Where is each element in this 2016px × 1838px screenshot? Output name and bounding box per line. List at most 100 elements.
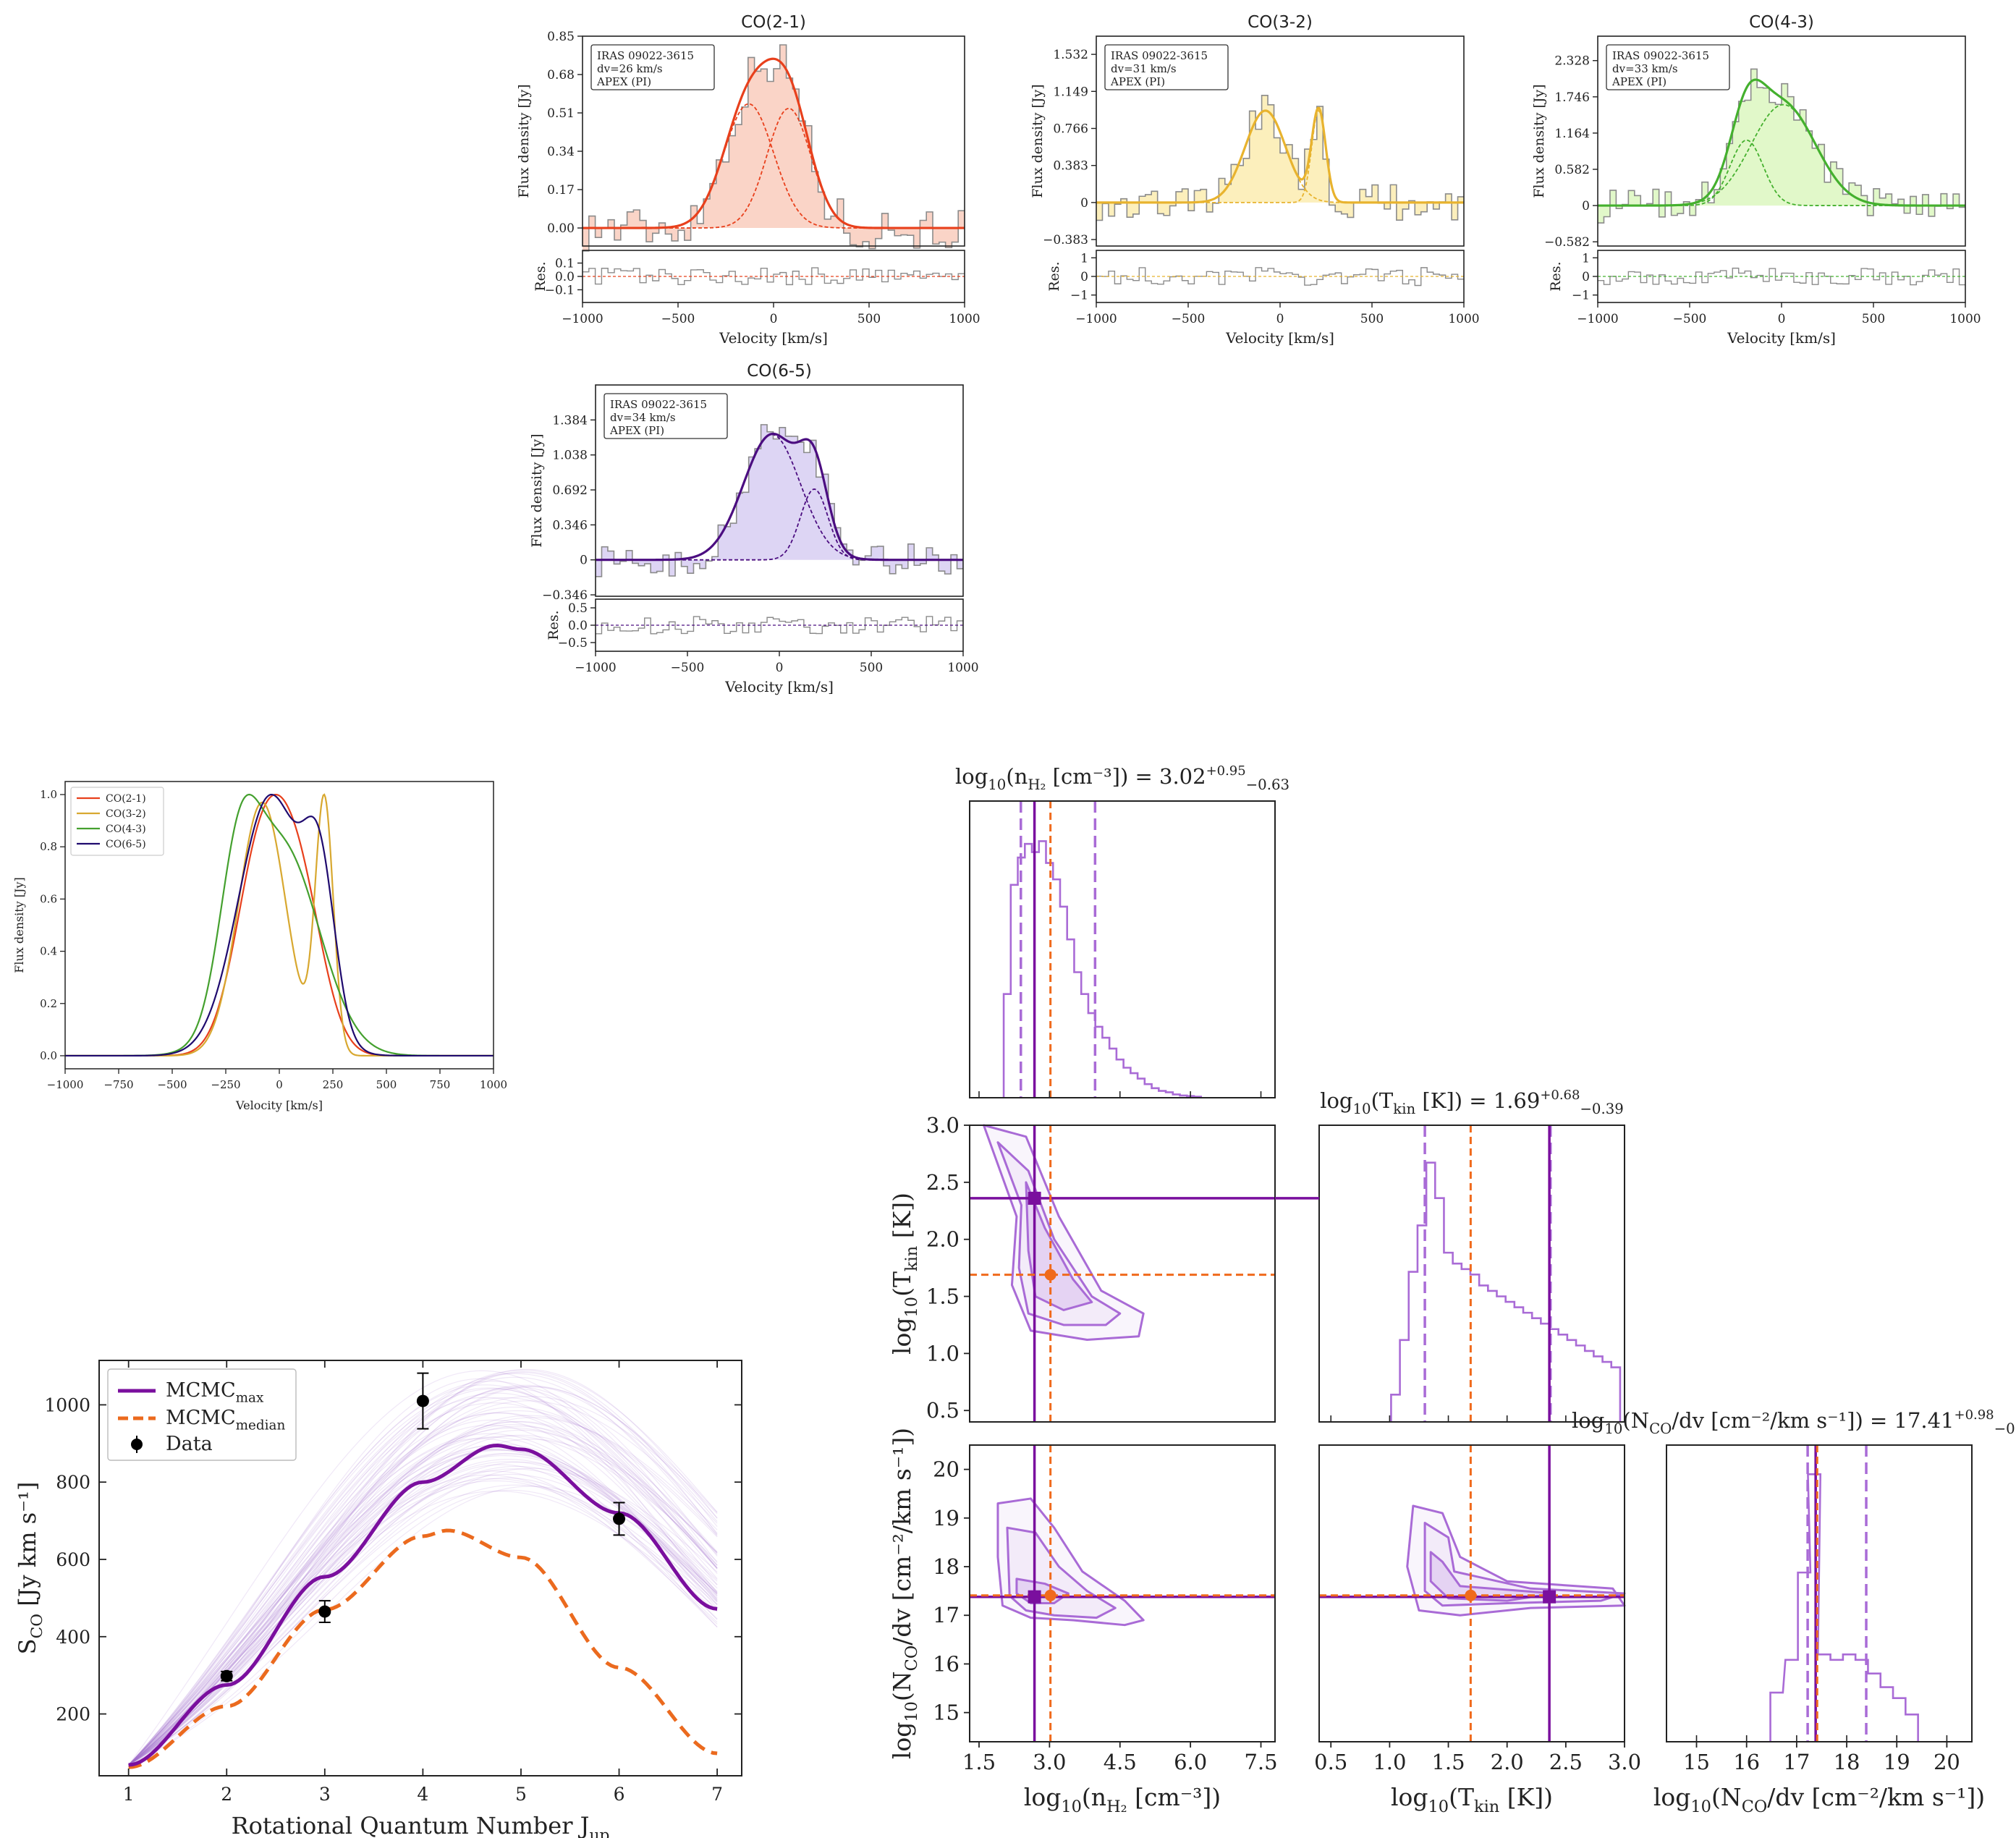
- label-part: 10: [902, 1701, 921, 1722]
- corner-frame: [1318, 1444, 1625, 1742]
- y-tick-label: 1.164: [1554, 127, 1590, 141]
- data-point: [318, 1605, 331, 1618]
- spectrum-panel-1: −0.383 0 0.383 0.766 1.149 1.532 CO(3-2) Flux d…: [1030, 13, 1480, 347]
- corner-title-2: log10(NCO/dv [cm⁻²/km s⁻¹]) = 17.41+0.98…: [1572, 1407, 2016, 1437]
- x-tick-label: 0: [770, 312, 778, 326]
- y-tick-label: 0: [1582, 199, 1590, 213]
- res-tick-label: 0: [1080, 270, 1088, 284]
- label-part: [Jy km s⁻¹]: [14, 1482, 41, 1614]
- label-part: log: [1572, 1408, 1604, 1433]
- corner-xlabel-1: log10(Tkin [K]): [1391, 1783, 1553, 1816]
- x-tick-label: −1000: [575, 661, 617, 675]
- info-line: APEX (PI): [1110, 75, 1165, 88]
- label-part: MCMC: [166, 1379, 236, 1402]
- label-part: 10: [1428, 1797, 1449, 1816]
- y-tick-label: 0.692: [552, 483, 588, 498]
- y-tick-label: 3.0: [926, 1113, 960, 1138]
- y-tick-label: 2.0: [926, 1227, 960, 1252]
- y-tick-label: 0.2: [40, 997, 57, 1010]
- x-tick-label: 1: [123, 1784, 135, 1805]
- spectrum-ylabel: Flux density [Jy]: [516, 84, 532, 198]
- x-tick-label: 2.5: [1549, 1750, 1583, 1774]
- info-box: [1104, 44, 1229, 90]
- norm-xlabel: Velocity [km/s]: [235, 1098, 323, 1112]
- corner-2d-0-1: [969, 1124, 1276, 1423]
- info-line: APEX (PI): [596, 75, 651, 88]
- residual-histogram: [596, 616, 963, 635]
- label-part: (T: [888, 1271, 916, 1297]
- label-part: [K]): [888, 1193, 916, 1246]
- res-tick-label: 0.5: [568, 601, 588, 616]
- y-tick-label: 0.5: [926, 1398, 960, 1423]
- x-tick-label: 3.0: [1033, 1750, 1066, 1774]
- y-tick-label: 0.4: [40, 945, 57, 958]
- mcmc-sample-curve: [128, 1484, 718, 1766]
- x-tick-label: 4.5: [1104, 1750, 1137, 1774]
- info-box: [1606, 44, 1730, 90]
- y-tick-label: 0.582: [1554, 163, 1590, 177]
- label-part: +0.95: [1206, 763, 1246, 779]
- mcmc-sample-curve: [128, 1412, 718, 1766]
- legend-data: Data: [166, 1433, 213, 1455]
- residual-histogram: [1096, 267, 1464, 287]
- max-marker: [1028, 1191, 1041, 1205]
- spectrum-title: CO(4-3): [1749, 13, 1814, 32]
- posterior-histogram: [1390, 1161, 1622, 1422]
- norm-ylabel: Flux density [Jy]: [12, 877, 26, 973]
- spectrum-histogram: [596, 424, 963, 577]
- info-line: dv=31 km/s: [1111, 62, 1177, 75]
- mcmc-sample-curve: [128, 1424, 718, 1766]
- label-part: [cm⁻³]) = 3.02: [1046, 764, 1206, 789]
- corner-frame: [1318, 1125, 1625, 1423]
- y-tick-label: 2.328: [1554, 54, 1590, 69]
- mcmc-sample-curve: [128, 1396, 718, 1766]
- y-tick-label: 1.149: [1053, 85, 1088, 99]
- mcmc-sample-curve: [128, 1433, 718, 1766]
- x-tick-label: 1000: [480, 1078, 507, 1091]
- x-tick-label: 0.5: [1314, 1750, 1347, 1774]
- model-fit-line: [1096, 106, 1464, 204]
- mcmc-sample-curve: [128, 1468, 718, 1766]
- legend-max: MCMCmax: [166, 1379, 264, 1406]
- res-tick-label: 0.1: [555, 257, 575, 271]
- spectrum-title: CO(6-5): [747, 362, 812, 381]
- sled-frame: [98, 1360, 742, 1776]
- x-tick-label: 7: [711, 1784, 723, 1805]
- label-part: log: [888, 1722, 916, 1760]
- corner-2d-1-2: [1318, 1444, 1626, 1742]
- spectrum-xlabel: Velocity [km/s]: [719, 329, 828, 347]
- x-tick-label: 6: [614, 1784, 625, 1805]
- y-tick-label: 1.532: [1053, 48, 1088, 62]
- info-line: APEX (PI): [609, 424, 664, 437]
- res-tick-label: −0.1: [545, 283, 575, 297]
- x-tick-label: −1000: [562, 312, 603, 326]
- y-tick-label: −0.346: [542, 588, 588, 603]
- sled-xlabel: Rotational Quantum Number Jup: [232, 1812, 610, 1838]
- max-marker: [1543, 1590, 1557, 1604]
- y-tick-label: 800: [56, 1472, 90, 1493]
- legend-entry: CO(2-1): [106, 793, 146, 805]
- mcmc-sample-curve: [128, 1455, 718, 1766]
- x-tick-label: 2.0: [1491, 1750, 1524, 1774]
- x-tick-label: 0: [1276, 312, 1284, 326]
- corner-title-0: log10(nH₂ [cm⁻³]) = 3.02+0.95−0.63: [955, 763, 1289, 793]
- x-tick-label: 6.0: [1174, 1750, 1207, 1774]
- label-part: /dv [cm⁻²/km s⁻¹]) = 17.41: [1672, 1408, 1954, 1433]
- label-part: S: [14, 1638, 41, 1654]
- x-tick-label: 20: [1934, 1750, 1960, 1774]
- y-tick-label: 1.384: [552, 413, 588, 428]
- info-line: dv=34 km/s: [610, 411, 676, 424]
- x-tick-label: 1000: [947, 661, 978, 675]
- y-tick-label: 1.0: [40, 788, 57, 801]
- info-line: dv=26 km/s: [597, 62, 663, 75]
- label-part: H₂: [1028, 776, 1046, 793]
- info-line: IRAS 09022-3615: [610, 398, 707, 411]
- spectrum-title: CO(2-1): [741, 13, 806, 32]
- label-part: log: [955, 764, 988, 789]
- corner-hist-0: log10(nH₂ [cm⁻³]) = 3.02+0.95−0.63: [955, 763, 1289, 1098]
- x-tick-label: 3.0: [1608, 1750, 1641, 1774]
- mcmc-sample-curve: [128, 1400, 718, 1766]
- res-tick-label: −1: [1572, 289, 1590, 303]
- y-tick-label: 2.5: [926, 1170, 960, 1195]
- mcmc-sample-curve: [128, 1445, 718, 1766]
